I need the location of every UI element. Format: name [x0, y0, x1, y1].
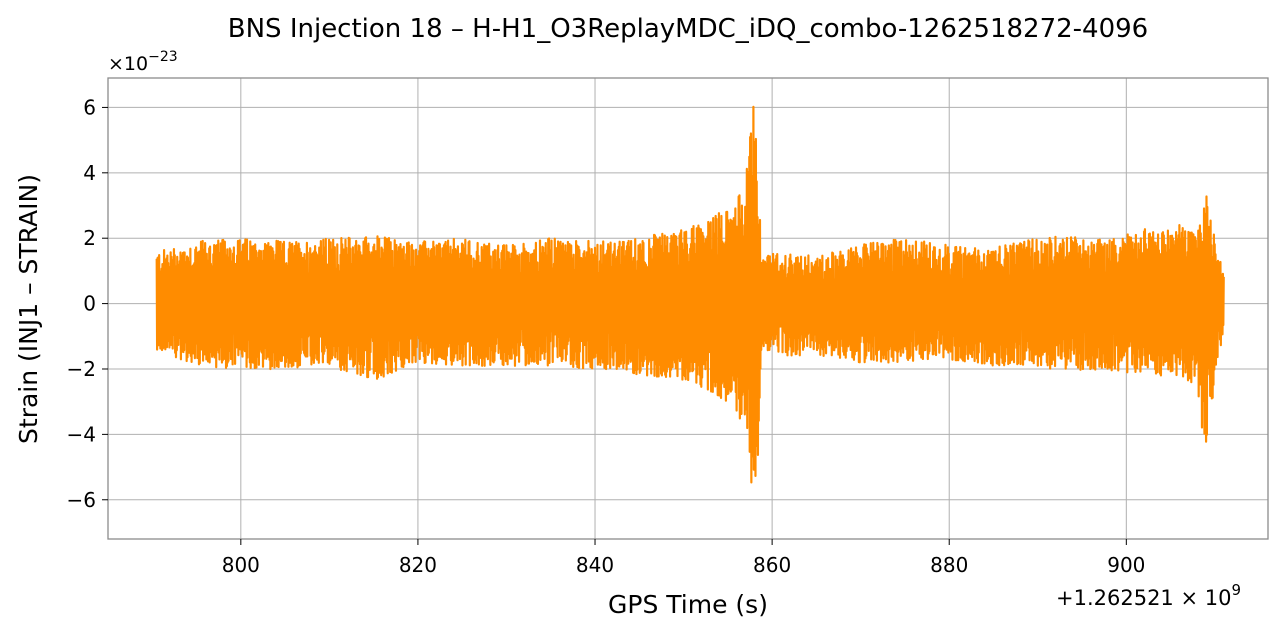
chart-title: BNS Injection 18 – H-H1_O3ReplayMDC_iDQ_… — [228, 14, 1148, 44]
x-tick-label: 840 — [576, 553, 614, 577]
x-tick-label: 900 — [1107, 553, 1145, 577]
series-strain — [155, 105, 1225, 484]
x-offset-exponent: 9 — [1231, 581, 1241, 599]
x-tick-label: 820 — [399, 553, 437, 577]
x-tick-label: 860 — [753, 553, 791, 577]
y-tick-label: −4 — [67, 422, 96, 446]
y-tick-label: −6 — [67, 488, 96, 512]
plot-frame — [107, 77, 1269, 540]
x-offset: +1.262521 × 109 — [1056, 581, 1241, 610]
x-offset-base: +1.262521 × 10 — [1056, 586, 1231, 610]
x-tick-label: 800 — [222, 553, 260, 577]
y-tick-label: 4 — [83, 161, 96, 185]
y-axis-ticks: −6 −4 −2 0 2 4 6 — [67, 95, 108, 512]
y-tick-label: 2 — [83, 226, 96, 250]
x-axis-ticks: 800 820 840 860 880 900 — [222, 539, 1145, 577]
y-tick-label: −2 — [67, 357, 96, 381]
y-axis-label: Strain (INJ1 – STRAIN) — [14, 174, 43, 444]
x-tick-label: 880 — [930, 553, 968, 577]
x-axis-label: GPS Time (s) — [608, 590, 768, 619]
y-multiplier: ×10−23 — [108, 49, 178, 75]
y-tick-label: 6 — [83, 95, 96, 119]
y-multiplier-base: ×10 — [108, 53, 148, 75]
series-line — [155, 105, 1225, 484]
y-tick-label: 0 — [83, 292, 96, 316]
y-multiplier-exponent: −23 — [148, 49, 178, 65]
